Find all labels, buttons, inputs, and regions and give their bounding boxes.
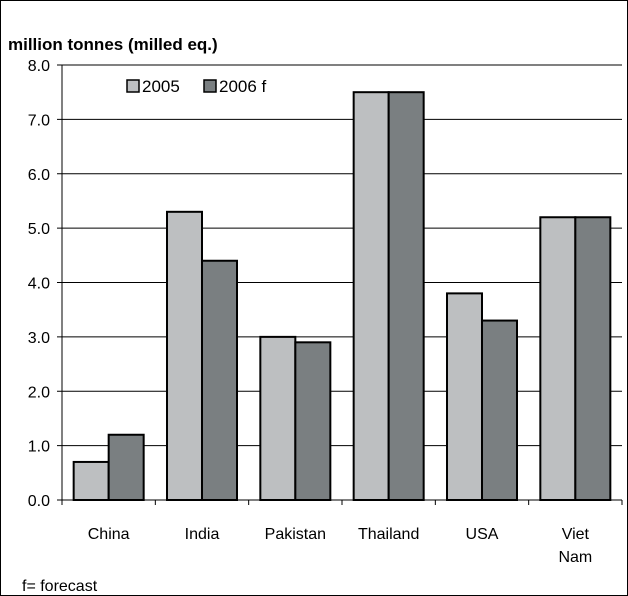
y-axis-label: million tonnes (milled eq.) bbox=[8, 35, 218, 54]
bar-2005-india bbox=[166, 210, 203, 501]
y-tick-label: 7.0 bbox=[28, 112, 50, 129]
y-tick-label: 2.0 bbox=[28, 384, 50, 401]
y-tick-label: 8.0 bbox=[28, 58, 50, 75]
bar-2006-f-india bbox=[201, 259, 238, 501]
x-tick-label: India bbox=[185, 526, 220, 543]
legend-swatch-2006-f bbox=[203, 79, 217, 93]
bar-2006-f-usa bbox=[481, 319, 518, 501]
x-tick-label: Nam bbox=[558, 549, 592, 566]
bar-2005-china bbox=[72, 460, 110, 501]
x-tick-label: Pakistan bbox=[265, 526, 326, 543]
bar-2005-thailand bbox=[352, 91, 390, 501]
y-tick-label: 5.0 bbox=[28, 221, 50, 238]
bar-2006-f-china bbox=[107, 433, 145, 501]
bar-2005-viet-nam bbox=[539, 216, 577, 501]
legend-label: 2006 f bbox=[219, 77, 267, 96]
y-tick-label: 3.0 bbox=[28, 330, 50, 347]
bar-2005-pakistan bbox=[259, 335, 297, 501]
footnote: f= forecast bbox=[22, 578, 98, 595]
y-tick-label: 4.0 bbox=[28, 276, 50, 293]
bar-2006-f-viet-nam bbox=[574, 216, 612, 501]
x-tick-label: Thailand bbox=[358, 526, 419, 543]
legend-swatch-2005 bbox=[126, 79, 140, 93]
x-tick-label: USA bbox=[466, 526, 499, 543]
x-tick-label: China bbox=[88, 526, 130, 543]
legend-label: 2005 bbox=[142, 77, 180, 96]
y-tick-label: 6.0 bbox=[28, 167, 50, 184]
x-tick-label: Viet bbox=[562, 526, 590, 543]
bar-2005-usa bbox=[446, 292, 483, 501]
y-tick-label: 1.0 bbox=[28, 439, 50, 456]
bar-2006-f-pakistan bbox=[294, 341, 332, 501]
bar-2006-f-thailand bbox=[387, 91, 425, 501]
y-tick-label: 0.0 bbox=[28, 493, 50, 510]
